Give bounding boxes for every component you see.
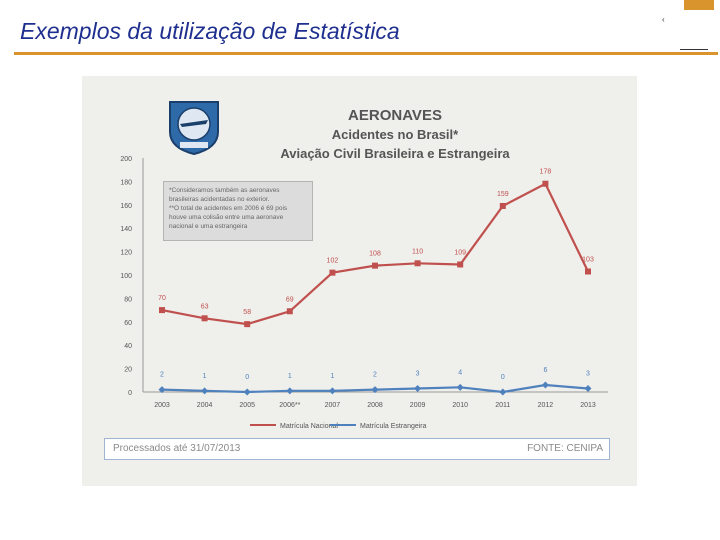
- data-label-estrangeira: 1: [330, 373, 334, 380]
- data-label-estrangeira: 1: [288, 373, 292, 380]
- footer-source: FONTE: CENIPA: [527, 443, 603, 454]
- y-tick-label: 60: [124, 320, 132, 327]
- data-point-estrangeira: [499, 388, 507, 396]
- data-point-nacional: [499, 202, 506, 209]
- data-label-estrangeira: 0: [245, 374, 249, 381]
- data-label-estrangeira: 3: [416, 370, 420, 377]
- data-point-estrangeira: [414, 384, 422, 392]
- y-tick-label: 40: [124, 343, 132, 350]
- chart-heading: AERONAVES Acidentes no Brasil* Aviação C…: [230, 106, 560, 163]
- x-tick-label: 2012: [538, 402, 554, 409]
- y-tick-label: 0: [128, 390, 132, 397]
- data-label-estrangeira: 2: [373, 372, 377, 379]
- note-line4: houve uma colisão entre uma aeronave: [169, 214, 284, 221]
- data-point-nacional: [286, 308, 293, 315]
- data-point-estrangeira: [286, 387, 294, 395]
- x-tick-label: 2010: [452, 402, 468, 409]
- chart-note: *Consideramos também as aeronaves brasil…: [163, 181, 313, 241]
- data-point-nacional: [414, 260, 421, 267]
- data-label-estrangeira: 6: [543, 367, 547, 374]
- data-point-estrangeira: [456, 383, 464, 391]
- chart-heading-line3: Aviação Civil Brasileira e Estrangeira: [280, 146, 510, 161]
- data-point-estrangeira: [541, 381, 549, 389]
- data-label-nacional: 70: [158, 295, 166, 302]
- y-tick-label: 80: [124, 296, 132, 303]
- data-point-estrangeira: [371, 386, 379, 394]
- y-tick-label: 120: [120, 250, 132, 257]
- x-tick-label: 2013: [580, 402, 596, 409]
- data-label-nacional: 63: [201, 303, 209, 310]
- data-label-nacional: 109: [454, 249, 466, 256]
- x-tick-label: 2011: [495, 402, 510, 409]
- y-tick-label: 140: [120, 226, 132, 233]
- x-tick-label: 2008: [367, 402, 383, 409]
- y-tick-label: 200: [120, 156, 132, 163]
- data-point-nacional: [372, 262, 378, 269]
- slide-title: Exemplos da utilização de Estatística: [20, 18, 400, 44]
- y-tick-label: 20: [124, 367, 132, 374]
- y-tick-label: 160: [120, 203, 132, 210]
- data-label-nacional: 102: [327, 258, 339, 265]
- data-label-nacional: 58: [243, 309, 251, 316]
- x-tick-label: 2009: [410, 402, 426, 409]
- data-point-nacional: [585, 268, 591, 275]
- corner-decoration: [684, 0, 714, 10]
- note-line2: brasileiras acidentadas no exterior.: [169, 196, 270, 203]
- data-point-estrangeira: [328, 387, 336, 395]
- data-label-nacional: 178: [540, 169, 552, 176]
- data-point-nacional: [201, 315, 208, 322]
- x-tick-label: 2007: [325, 402, 341, 409]
- data-point-estrangeira: [243, 388, 251, 396]
- corner-dash: [680, 49, 708, 50]
- data-label-nacional: 110: [412, 248, 423, 255]
- y-tick-label: 180: [120, 179, 132, 186]
- data-label-estrangeira: 3: [586, 370, 590, 377]
- chart-footer: Processados até 31/07/2013 FONTE: CENIPA: [104, 438, 610, 460]
- x-tick-label: 2006**: [279, 402, 300, 409]
- data-point-nacional: [457, 261, 464, 268]
- y-tick-label: 100: [120, 273, 132, 280]
- x-tick-label: 2005: [239, 402, 255, 409]
- data-point-nacional: [329, 269, 336, 276]
- chart-heading-line1: AERONAVES: [348, 107, 442, 124]
- data-label-nacional: 159: [497, 191, 509, 198]
- data-point-nacional: [542, 180, 549, 187]
- title-rule: [14, 52, 718, 55]
- data-label-nacional: 103: [582, 256, 594, 263]
- corner-glyph: ‹: [662, 15, 665, 24]
- data-label-estrangeira: 1: [203, 373, 207, 380]
- x-tick-label: 2003: [154, 402, 170, 409]
- footer-processed-date: Processados até 31/07/2013: [113, 443, 241, 454]
- data-label-nacional: 69: [286, 296, 294, 303]
- data-label-estrangeira: 0: [501, 374, 505, 381]
- data-point-estrangeira: [201, 387, 209, 395]
- data-point-estrangeira: [584, 384, 592, 392]
- data-label-estrangeira: 4: [458, 369, 462, 376]
- note-line5: nacional e uma estrangeira: [169, 223, 248, 230]
- cenipa-shield-icon: [169, 101, 219, 156]
- legend-label-nacional: Matrícula Nacional: [280, 423, 338, 430]
- data-point-nacional: [159, 307, 165, 314]
- legend-label-estrangeira: Matrícula Estrangeira: [360, 423, 427, 430]
- chart-heading-line2: Acidentes no Brasil*: [331, 127, 459, 142]
- data-label-nacional: 108: [369, 251, 381, 258]
- data-point-nacional: [244, 321, 251, 328]
- note-line3: **O total de acidentes em 2006 é 69 pois: [169, 205, 288, 212]
- data-point-estrangeira: [158, 386, 166, 394]
- data-label-estrangeira: 2: [160, 372, 164, 379]
- x-tick-label: 2004: [197, 402, 213, 409]
- note-line1: *Consideramos também as aeronaves: [169, 187, 280, 194]
